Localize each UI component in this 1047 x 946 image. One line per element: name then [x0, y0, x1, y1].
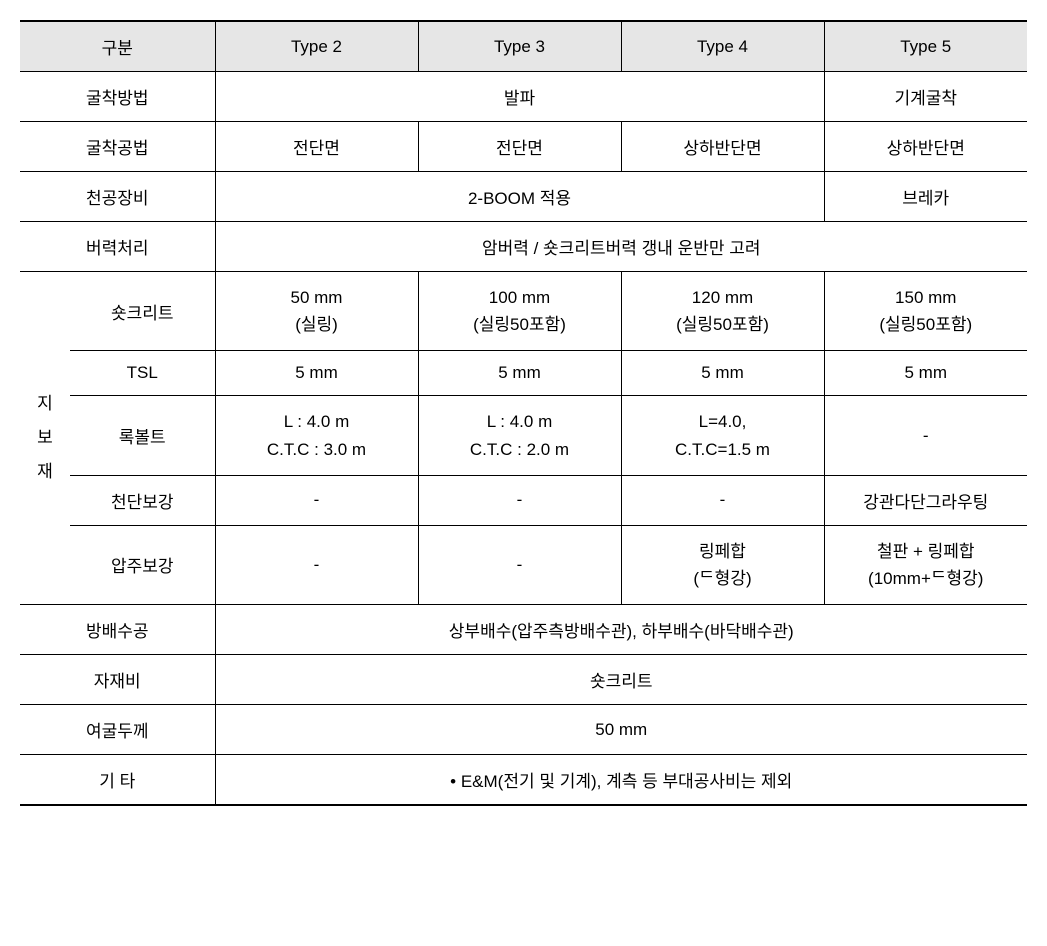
- val-rockbolt-4: L=4.0, C.T.C=1.5 m: [621, 396, 824, 475]
- val-muck-handling: 암버력 / 숏크리트버력 갱내 운반만 고려: [215, 222, 1027, 272]
- val-shotcrete-3-l2: (실링50포함): [473, 315, 566, 334]
- val-rockbolt-2: L : 4.0 m C.T.C : 3.0 m: [215, 396, 418, 475]
- val-excavation-method-5: 기계굴착: [824, 72, 1027, 122]
- val-tsl-5: 5 mm: [824, 351, 1027, 396]
- val-shotcrete-5-l2: (실링50포함): [879, 315, 972, 334]
- label-rock-pillar: 압주보강: [70, 525, 215, 604]
- val-drainage: 상부배수(압주측방배수관), 하부배수(바닥배수관): [215, 605, 1027, 655]
- header-category: 구분: [20, 21, 215, 72]
- val-material-cost: 숏크리트: [215, 655, 1027, 705]
- label-crown-reinforcement: 천단보강: [70, 475, 215, 525]
- row-muck-handling: 버력처리 암버력 / 숏크리트버력 갱내 운반만 고려: [20, 222, 1027, 272]
- val-rockbolt-3-l2: C.T.C : 2.0 m: [470, 440, 569, 459]
- val-shotcrete-2: 50 mm (실링): [215, 272, 418, 351]
- table-header-row: 구분 Type 2 Type 3 Type 4 Type 5: [20, 21, 1027, 72]
- val-crown-2: -: [215, 475, 418, 525]
- val-shotcrete-5: 150 mm (실링50포함): [824, 272, 1027, 351]
- val-crown-3: -: [418, 475, 621, 525]
- val-rockpillar-4-l1: 링페합: [699, 542, 746, 561]
- row-rockbolt: 록볼트 L : 4.0 m C.T.C : 3.0 m L : 4.0 m C.…: [20, 396, 1027, 475]
- label-shotcrete: 숏크리트: [70, 272, 215, 351]
- val-excavation-technique-5: 상하반단면: [824, 122, 1027, 172]
- label-excavation-method: 굴착방법: [20, 72, 215, 122]
- val-shotcrete-2-l1: 50 mm: [291, 288, 343, 307]
- row-excavation-technique: 굴착공법 전단면 전단면 상하반단면 상하반단면: [20, 122, 1027, 172]
- row-tsl: TSL 5 mm 5 mm 5 mm 5 mm: [20, 351, 1027, 396]
- row-crown-reinforcement: 천단보강 - - - 강관다단그라우팅: [20, 475, 1027, 525]
- val-shotcrete-5-l1: 150 mm: [895, 288, 956, 307]
- val-drilling-equipment-234: 2-BOOM 적용: [215, 172, 824, 222]
- val-rockpillar-5-l1: 철판 + 링페합: [877, 542, 975, 561]
- label-tsl: TSL: [70, 351, 215, 396]
- val-tsl-2: 5 mm: [215, 351, 418, 396]
- label-excavation-technique: 굴착공법: [20, 122, 215, 172]
- val-excavation-technique-2: 전단면: [215, 122, 418, 172]
- val-shotcrete-4-l2: (실링50포함): [676, 315, 769, 334]
- row-rock-pillar-reinforcement: 압주보강 - - 링페합 (ᄃ형강) 철판 + 링페합 (10mm+ᄃ형강): [20, 525, 1027, 604]
- val-excavation-technique-4: 상하반단면: [621, 122, 824, 172]
- val-shotcrete-4-l1: 120 mm: [692, 288, 753, 307]
- label-support-group: 지보재: [20, 272, 70, 605]
- val-drilling-equipment-5: 브레카: [824, 172, 1027, 222]
- val-rockbolt-3-l1: L : 4.0 m: [487, 412, 553, 431]
- val-crown-4: -: [621, 475, 824, 525]
- val-tsl-4: 5 mm: [621, 351, 824, 396]
- val-rockbolt-4-l2: C.T.C=1.5 m: [675, 440, 770, 459]
- row-drilling-equipment: 천공장비 2-BOOM 적용 브레카: [20, 172, 1027, 222]
- header-type3: Type 3: [418, 21, 621, 72]
- label-muck-handling: 버력처리: [20, 222, 215, 272]
- val-shotcrete-3-l1: 100 mm: [489, 288, 550, 307]
- row-excavation-method: 굴착방법 발파 기계굴착: [20, 72, 1027, 122]
- val-rockpillar-2: -: [215, 525, 418, 604]
- val-rockbolt-2-l2: C.T.C : 3.0 m: [267, 440, 366, 459]
- val-rockbolt-3: L : 4.0 m C.T.C : 2.0 m: [418, 396, 621, 475]
- val-rockbolt-4-l1: L=4.0,: [699, 412, 747, 431]
- row-drainage: 방배수공 상부배수(압주측방배수관), 하부배수(바닥배수관): [20, 605, 1027, 655]
- val-shotcrete-4: 120 mm (실링50포함): [621, 272, 824, 351]
- val-crown-5: 강관다단그라우팅: [824, 475, 1027, 525]
- spec-table: 구분 Type 2 Type 3 Type 4 Type 5 굴착방법 발파 기…: [20, 20, 1027, 806]
- val-excavation-technique-3: 전단면: [418, 122, 621, 172]
- row-shotcrete: 지보재 숏크리트 50 mm (실링) 100 mm (실링50포함) 120 …: [20, 272, 1027, 351]
- val-rockpillar-5: 철판 + 링페합 (10mm+ᄃ형강): [824, 525, 1027, 604]
- label-material-cost: 자재비: [20, 655, 215, 705]
- val-excavation-method-234: 발파: [215, 72, 824, 122]
- val-tsl-3: 5 mm: [418, 351, 621, 396]
- row-other: 기 타 • E&M(전기 및 기계), 계측 등 부대공사비는 제외: [20, 755, 1027, 806]
- row-overbreak: 여굴두께 50 mm: [20, 705, 1027, 755]
- val-rockpillar-4: 링페합 (ᄃ형강): [621, 525, 824, 604]
- val-rockbolt-5: -: [824, 396, 1027, 475]
- val-shotcrete-2-l2: (실링): [295, 315, 338, 334]
- header-type5: Type 5: [824, 21, 1027, 72]
- row-material-cost: 자재비 숏크리트: [20, 655, 1027, 705]
- val-rockpillar-5-l2: (10mm+ᄃ형강): [868, 569, 983, 588]
- val-overbreak: 50 mm: [215, 705, 1027, 755]
- val-other: • E&M(전기 및 기계), 계측 등 부대공사비는 제외: [215, 755, 1027, 806]
- val-shotcrete-3: 100 mm (실링50포함): [418, 272, 621, 351]
- label-drilling-equipment: 천공장비: [20, 172, 215, 222]
- label-support-group-text: 지보재: [26, 387, 64, 489]
- label-other: 기 타: [20, 755, 215, 806]
- val-rockbolt-2-l1: L : 4.0 m: [284, 412, 350, 431]
- val-rockpillar-3: -: [418, 525, 621, 604]
- val-rockpillar-4-l2: (ᄃ형강): [693, 569, 751, 588]
- header-type2: Type 2: [215, 21, 418, 72]
- header-type4: Type 4: [621, 21, 824, 72]
- label-drainage: 방배수공: [20, 605, 215, 655]
- label-overbreak: 여굴두께: [20, 705, 215, 755]
- label-rockbolt: 록볼트: [70, 396, 215, 475]
